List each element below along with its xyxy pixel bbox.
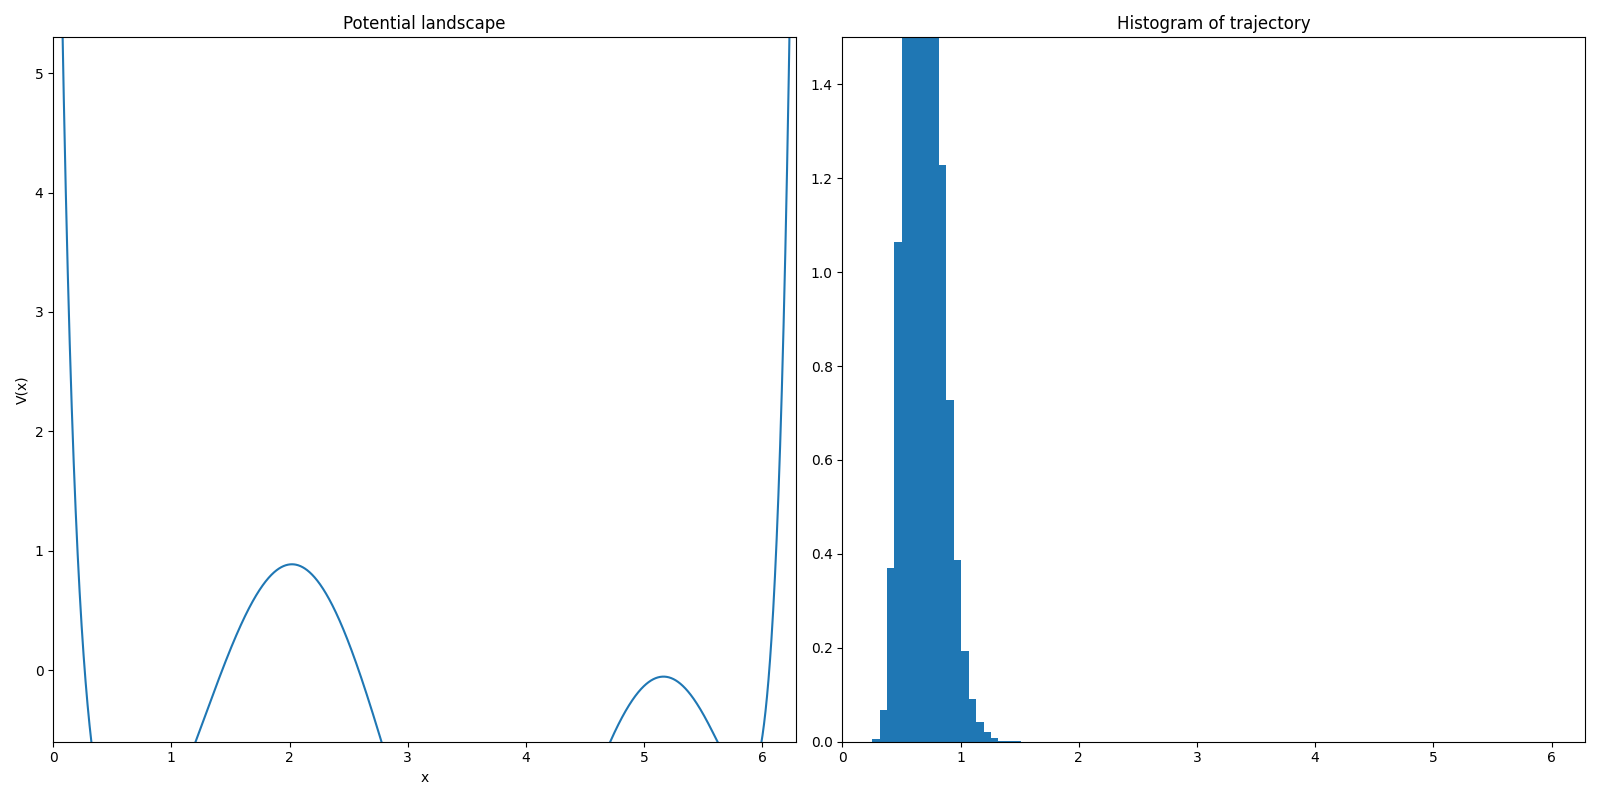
Bar xyxy=(909,0,917,742)
Bar xyxy=(976,722,984,742)
Bar xyxy=(886,569,894,742)
Bar xyxy=(954,561,962,742)
Bar xyxy=(880,710,886,742)
Bar xyxy=(990,738,998,742)
Y-axis label: V(x): V(x) xyxy=(14,375,29,404)
Bar xyxy=(925,0,931,742)
Bar xyxy=(872,739,880,742)
Bar xyxy=(968,699,976,742)
Title: Potential landscape: Potential landscape xyxy=(342,15,506,33)
Bar xyxy=(946,400,954,742)
Bar xyxy=(998,741,1006,742)
Bar xyxy=(984,732,990,742)
Bar xyxy=(894,242,902,742)
Title: Histogram of trajectory: Histogram of trajectory xyxy=(1117,15,1310,33)
Bar xyxy=(917,0,925,742)
Bar xyxy=(902,0,909,742)
Bar xyxy=(962,651,968,742)
X-axis label: x: x xyxy=(421,771,429,785)
Bar xyxy=(939,165,946,742)
Bar xyxy=(931,0,939,742)
